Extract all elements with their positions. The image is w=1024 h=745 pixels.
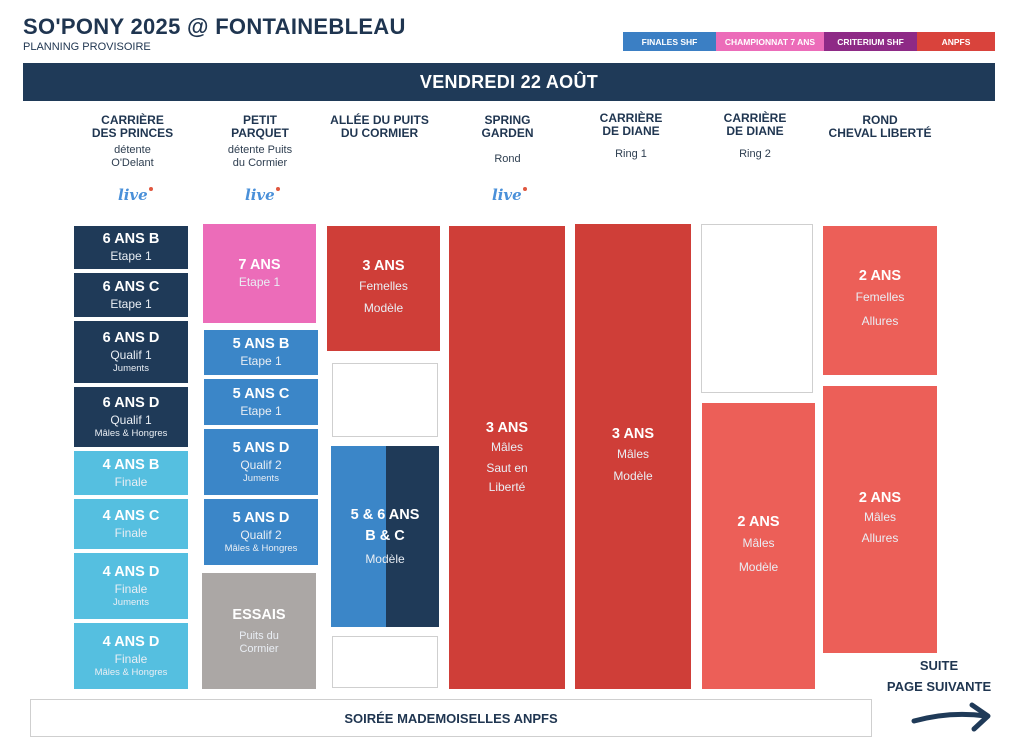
- legend-championnat-7-ans: CHAMPIONNAT 7 ANS: [716, 32, 824, 51]
- venue-petit-parquet: PETIT PARQUET détente Puits du Cormier: [205, 114, 315, 170]
- venue-name: ROND CHEVAL LIBERTÉ: [828, 113, 932, 140]
- schedule-block-2-ans-males-modele[interactable]: 2 ANS Mâles Modèle: [702, 403, 815, 689]
- venue-sub: Ring 2: [739, 148, 771, 160]
- schedule-block-5-6-ans-split: [386, 446, 439, 627]
- venue-sub: Ring 1: [615, 148, 647, 160]
- schedule-block-3-ans-males-liberte[interactable]: 3 ANS Mâles Saut en Liberté: [449, 226, 565, 689]
- venue-sub: Rond: [494, 153, 521, 165]
- schedule-block-4-ans-c[interactable]: 4 ANS C Finale: [74, 499, 188, 549]
- empty-slot: [332, 636, 438, 688]
- schedule-block-2-ans-males-allures[interactable]: 2 ANS Mâles Allures: [823, 386, 937, 653]
- venue-sub: détente Puits du Cormier: [227, 144, 293, 169]
- page-title: SO'PONY 2025 @ FONTAINEBLEAU: [23, 14, 406, 39]
- venue-allee-du-puits: ALLÉE DU PUITS DU CORMIER: [322, 114, 437, 140]
- venue-name: CARRIÈRE DES PRINCES: [91, 113, 174, 140]
- suite-label: SUITE: [919, 658, 959, 673]
- schedule-block-6-ans-c[interactable]: 6 ANS C Etape 1: [74, 273, 188, 317]
- schedule-block-3-ans-femelles[interactable]: 3 ANS Femelles Modèle: [327, 226, 440, 351]
- venue-name: ALLÉE DU PUITS DU CORMIER: [330, 113, 429, 140]
- schedule-block-6-ans-b[interactable]: 6 ANS B Etape 1: [74, 226, 188, 269]
- empty-slot: [701, 224, 813, 393]
- legend-finales-shf: FINALES SHF: [623, 32, 716, 51]
- venue-name: SPRING GARDEN: [481, 113, 534, 140]
- schedule-block-2-ans-femelles[interactable]: 2 ANS Femelles Allures: [823, 226, 937, 375]
- venue-carriere-des-princes: CARRIÈRE DES PRINCES détente O'Delant: [80, 114, 185, 170]
- venue-carriere-de-diane-1: CARRIÈRE DE DIANE Ring 1: [575, 112, 687, 161]
- schedule-block-7-ans[interactable]: 7 ANS Etape 1: [203, 224, 316, 323]
- schedule-block-3-ans-males-modele[interactable]: 3 ANS Mâles Modèle: [575, 224, 691, 689]
- empty-slot: [332, 363, 438, 437]
- live-icon[interactable]: live: [118, 186, 153, 204]
- venue-name: CARRIÈRE DE DIANE: [723, 111, 787, 138]
- legend-anpfs: ANPFS: [917, 32, 995, 51]
- next-page-link[interactable]: SUITE PAGE SUIVANTE: [874, 655, 1004, 697]
- venue-name: PETIT PARQUET: [231, 113, 289, 140]
- live-icon[interactable]: live: [492, 186, 527, 204]
- venue-name: CARRIÈRE DE DIANE: [599, 111, 663, 138]
- schedule-block-essais[interactable]: ESSAIS Puits du Cormier: [202, 573, 316, 689]
- schedule-block-6-ans-d-males[interactable]: 6 ANS D Qualif 1 Mâles & Hongres: [74, 387, 188, 447]
- schedule-block-4-ans-d-juments[interactable]: 4 ANS D Finale Juments: [74, 553, 188, 619]
- page-suivante-label: PAGE SUIVANTE: [886, 679, 992, 694]
- schedule-block-5-ans-d-juments[interactable]: 5 ANS D Qualif 2 Juments: [204, 429, 318, 495]
- schedule-block-5-6-ans[interactable]: 5 & 6 ANS B & C Modèle: [350, 506, 420, 566]
- schedule-block-5-ans-d-males[interactable]: 5 ANS D Qualif 2 Mâles & Hongres: [204, 499, 318, 565]
- venue-sub: détente O'Delant: [111, 144, 154, 169]
- live-icon[interactable]: live: [245, 186, 280, 204]
- venue-carriere-de-diane-2: CARRIÈRE DE DIANE Ring 2: [700, 112, 810, 161]
- arrow-right-icon[interactable]: [910, 699, 996, 737]
- venue-rond-cheval-liberte: ROND CHEVAL LIBERTÉ: [820, 114, 940, 140]
- venue-spring-garden: SPRING GARDEN Rond: [455, 114, 560, 166]
- schedule-block-4-ans-d-males[interactable]: 4 ANS D Finale Mâles & Hongres: [74, 623, 188, 689]
- schedule-block-6-ans-d-juments[interactable]: 6 ANS D Qualif 1 Juments: [74, 321, 188, 383]
- day-banner: VENDREDI 22 AOÛT: [23, 63, 995, 101]
- soiree-banner: SOIRÉE MADEMOISELLES ANPFS: [30, 699, 872, 737]
- page-subtitle: PLANNING PROVISOIRE: [23, 41, 151, 53]
- schedule-block-5-ans-b[interactable]: 5 ANS B Etape 1: [204, 330, 318, 375]
- schedule-block-5-ans-c[interactable]: 5 ANS C Etape 1: [204, 379, 318, 425]
- schedule-block-4-ans-b[interactable]: 4 ANS B Finale: [74, 451, 188, 495]
- legend-criterium-shf: CRITERIUM SHF: [824, 32, 917, 51]
